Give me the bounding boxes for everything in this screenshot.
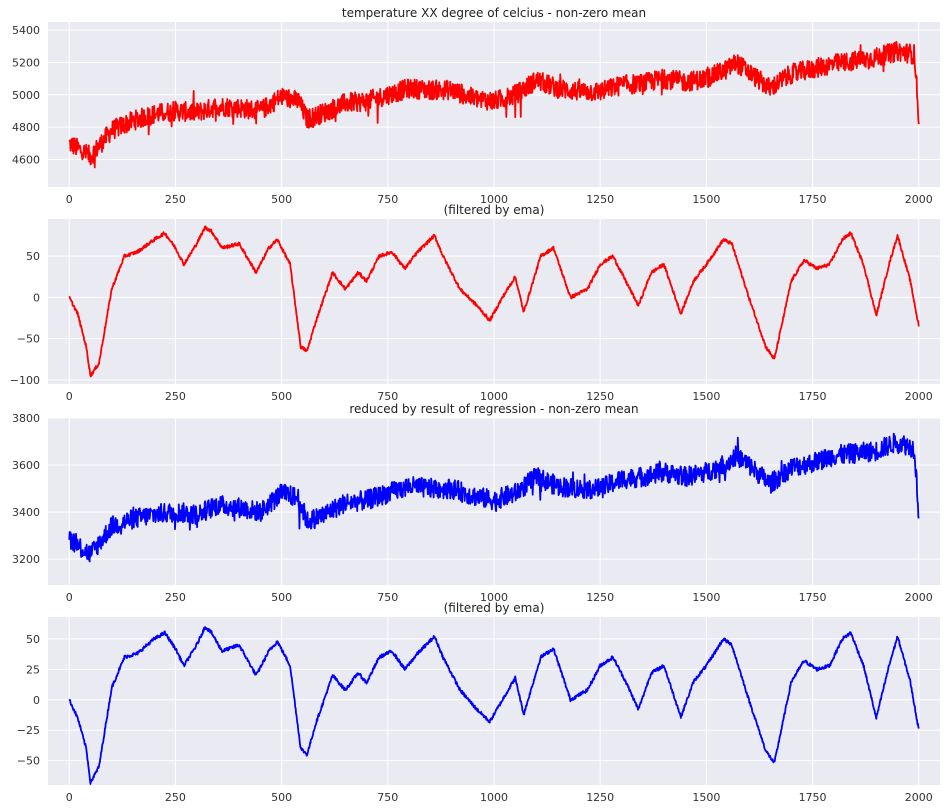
y-tick-label: 3200 <box>12 553 40 566</box>
x-tick-label: 1750 <box>799 193 827 206</box>
x-tick-label: 1750 <box>799 591 827 604</box>
x-tick-label: 500 <box>271 390 292 403</box>
y-tick-label: 3600 <box>12 459 40 472</box>
series-line-1 <box>68 626 920 785</box>
x-tick-label: 250 <box>165 390 186 403</box>
x-tick-label: 1000 <box>480 591 508 604</box>
y-tick-label: 25 <box>26 663 40 676</box>
x-tick-label: 250 <box>165 791 186 804</box>
panel-2: 0 250 500 750 1000 1250 1500 1750 2000 −100 −50 0 50… <box>10 203 940 403</box>
x-tick-label: 0 <box>66 193 73 206</box>
x-tick-label: 1500 <box>692 193 720 206</box>
x-tick-label: 1250 <box>586 591 614 604</box>
y-tick-label: 5400 <box>12 24 40 37</box>
series-line-1 <box>68 432 920 563</box>
x-tick-label: 1250 <box>586 390 614 403</box>
x-tick-label: 750 <box>377 591 398 604</box>
x-tick-label: 1500 <box>692 791 720 804</box>
x-tick-label: 500 <box>271 193 292 206</box>
x-tick-label: 1750 <box>799 791 827 804</box>
x-tick-label: 2000 <box>905 791 933 804</box>
x-tick-label: 0 <box>66 591 73 604</box>
x-tick-label: 1500 <box>692 390 720 403</box>
panel-3: 0 250 500 750 1000 1250 1500 1750 2000 3200 3400 36… <box>12 402 940 604</box>
y-tick-label: −50 <box>17 333 40 346</box>
x-tick-label: 2000 <box>905 193 933 206</box>
x-tick-label: 250 <box>165 591 186 604</box>
x-tick-label: 750 <box>377 390 398 403</box>
x-tick-label: 2000 <box>905 390 933 403</box>
x-tick-label: 1500 <box>692 591 720 604</box>
y-tick-label: 50 <box>26 250 40 263</box>
y-tick-label: 50 <box>26 633 40 646</box>
x-tick-label: 750 <box>377 791 398 804</box>
y-tick-label: 3800 <box>12 412 40 425</box>
y-tick-label: −25 <box>17 724 40 737</box>
y-tick-label: −50 <box>17 755 40 768</box>
x-tick-label: 1000 <box>480 390 508 403</box>
y-tick-label: 3400 <box>12 506 40 519</box>
x-tick-label: 500 <box>271 791 292 804</box>
x-tick-label: 2000 <box>905 591 933 604</box>
y-tick-label: 0 <box>33 694 40 707</box>
y-tick-label: −100 <box>10 374 40 387</box>
x-tick-label: 1000 <box>480 193 508 206</box>
series-line-1 <box>68 225 920 378</box>
chart-title: reduced by result of regression - non-ze… <box>349 402 638 416</box>
series-line-1 <box>68 40 920 169</box>
x-tick-label: 1000 <box>480 791 508 804</box>
x-tick-label: 500 <box>271 591 292 604</box>
y-tick-label: 5200 <box>12 56 40 69</box>
x-tick-label: 1750 <box>799 390 827 403</box>
x-tick-label: 0 <box>66 390 73 403</box>
y-tick-label: 4800 <box>12 121 40 134</box>
chart-title: (filtered by ema) <box>444 203 545 217</box>
y-tick-label: 4600 <box>12 154 40 167</box>
x-tick-label: 250 <box>165 193 186 206</box>
y-tick-label: 5000 <box>12 89 40 102</box>
x-tick-label: 0 <box>66 791 73 804</box>
panel-1: 0 250 500 750 1000 1250 1500 1750 2000 4600 4800 50… <box>12 6 940 206</box>
y-tick-label: 0 <box>33 291 40 304</box>
x-tick-label: 1250 <box>586 193 614 206</box>
chart-title: (filtered by ema) <box>444 601 545 615</box>
x-tick-label: 750 <box>377 193 398 206</box>
chart-title: temperature XX degree of celcius - non-z… <box>342 6 646 20</box>
x-tick-label: 1250 <box>586 791 614 804</box>
panel-4: 0 250 500 750 1000 1250 1500 1750 2000 −50 −25 0 25 5… <box>17 601 940 804</box>
